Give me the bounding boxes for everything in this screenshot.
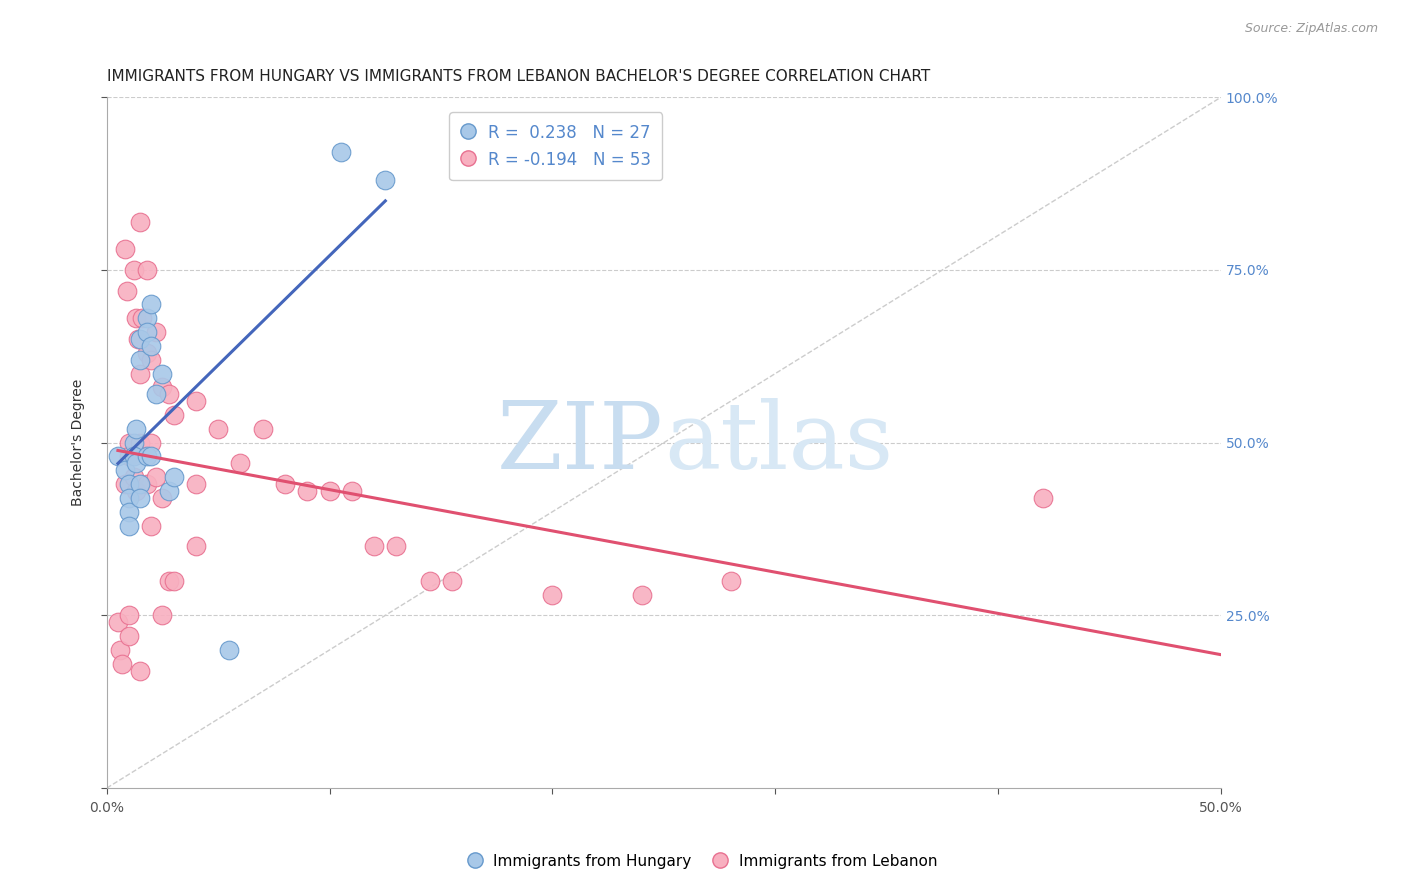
Point [135,346,157,360]
Point [135,477,157,491]
Point [135,325,157,339]
Point [107,450,129,464]
Point [129,352,152,367]
Point [129,367,152,381]
Point [122,263,145,277]
Point [118,477,141,491]
Point [127,332,149,346]
Point [125,422,148,436]
Point [135,450,157,464]
Point [419,574,441,588]
Point [141,435,163,450]
Legend: Immigrants from Hungary, Immigrants from Lebanon: Immigrants from Hungary, Immigrants from… [463,847,943,875]
Point [145,387,167,401]
Point [274,477,297,491]
Point [111,657,134,671]
Point [141,352,163,367]
Point [107,615,129,630]
Point [145,470,167,484]
Point [218,643,240,657]
Point [129,491,152,505]
Point [152,608,174,623]
Point [252,422,274,436]
Point [184,394,207,409]
Point [114,242,136,256]
Point [122,470,145,484]
Point [157,387,180,401]
Y-axis label: Bachelor's Degree: Bachelor's Degree [72,379,86,507]
Point [118,491,141,505]
Point [207,422,229,436]
Point [184,539,207,553]
Point [131,311,153,326]
Point [125,456,148,470]
Point [157,483,180,498]
Point [162,470,184,484]
Point [162,574,184,588]
Point [118,450,141,464]
Text: IMMIGRANTS FROM HUNGARY VS IMMIGRANTS FROM LEBANON BACHELOR'S DEGREE CORRELATION: IMMIGRANTS FROM HUNGARY VS IMMIGRANTS FR… [107,69,929,84]
Point [184,477,207,491]
Point [152,367,174,381]
Point [141,450,163,464]
Point [441,574,464,588]
Point [115,284,138,298]
Point [340,483,363,498]
Point [129,332,152,346]
Point [157,574,180,588]
Point [129,435,152,450]
Point [118,518,141,533]
Point [129,477,152,491]
Point [1032,491,1054,505]
Legend: R =  0.238   N = 27, R = -0.194   N = 53: R = 0.238 N = 27, R = -0.194 N = 53 [450,112,662,180]
Point [129,664,152,678]
Text: atlas: atlas [664,398,893,488]
Point [363,539,385,553]
Point [135,263,157,277]
Point [118,629,141,643]
Point [141,339,163,353]
Point [297,483,319,498]
Point [125,483,148,498]
Point [329,145,352,160]
Point [118,435,141,450]
Point [118,505,141,519]
Point [541,588,564,602]
Point [720,574,742,588]
Point [114,477,136,491]
Point [152,380,174,394]
Point [122,435,145,450]
Point [108,643,131,657]
Point [141,297,163,311]
Point [152,491,174,505]
Point [114,463,136,477]
Point [630,588,652,602]
Point [129,214,152,228]
Point [162,408,184,422]
Point [229,456,252,470]
Point [135,311,157,326]
Point [125,311,148,326]
Point [141,518,163,533]
Point [122,450,145,464]
Text: ZIP: ZIP [498,398,664,488]
Point [145,325,167,339]
Point [385,539,408,553]
Point [374,173,396,187]
Point [118,608,141,623]
Text: Source: ZipAtlas.com: Source: ZipAtlas.com [1244,22,1378,36]
Point [318,483,340,498]
